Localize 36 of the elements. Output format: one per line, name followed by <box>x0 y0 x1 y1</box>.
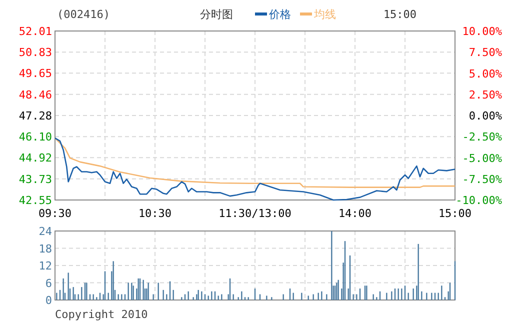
y2-tick-label: 0.00% <box>468 110 502 122</box>
y-tick-label: 50.83 <box>18 46 52 60</box>
y-tick-label: 52.01 <box>18 25 52 38</box>
y2-tick-label: -7.50% <box>462 172 502 186</box>
line-series <box>54 137 456 188</box>
text: Copyright 2010 <box>55 308 148 321</box>
y2-tick-label: 7.50% <box>468 46 502 60</box>
y-tick-label: 18 <box>38 242 52 256</box>
y-tick-label: 24 <box>38 225 52 238</box>
y-tick-label: 47.28 <box>18 110 52 122</box>
y2-tick-label: -5.00% <box>462 152 502 165</box>
chart-subtitle: (002416) <box>57 8 110 21</box>
y2-tick-label: -2.50% <box>462 130 502 144</box>
x-tick-label: 15:00 <box>438 207 472 220</box>
y-tick-label: 0 <box>45 294 52 307</box>
y-tick-label: 48.46 <box>18 88 52 102</box>
x-tick-label: 09:30 <box>38 207 72 220</box>
y2-tick-label: 2.50% <box>468 88 502 102</box>
legend-label: 均线 <box>313 8 336 21</box>
chart-title: 分时图 <box>200 8 233 21</box>
legend-label: 价格 <box>268 8 291 21</box>
x-tick-label: 14:00 <box>338 207 372 220</box>
x-tick-label: 11:30/13:00 <box>218 207 292 220</box>
x-tick-label: 10:30 <box>138 207 172 220</box>
y-tick-label: 12 <box>38 260 52 272</box>
y2-tick-label: -10.00% <box>456 194 502 207</box>
y-tick-label: 44.92 <box>18 152 52 165</box>
y-tick-label: 42.55 <box>18 194 52 207</box>
y2-tick-label: 5.00% <box>468 67 502 80</box>
y-tick-label: 46.10 <box>18 130 52 144</box>
line-series <box>54 137 456 201</box>
y-tick-label: 49.65 <box>18 67 52 80</box>
y2-tick-label: 10.00% <box>462 25 502 38</box>
y-tick-label: 6 <box>45 276 52 290</box>
y-tick-label: 43.73 <box>18 172 52 186</box>
text: 15:00 <box>383 8 417 21</box>
